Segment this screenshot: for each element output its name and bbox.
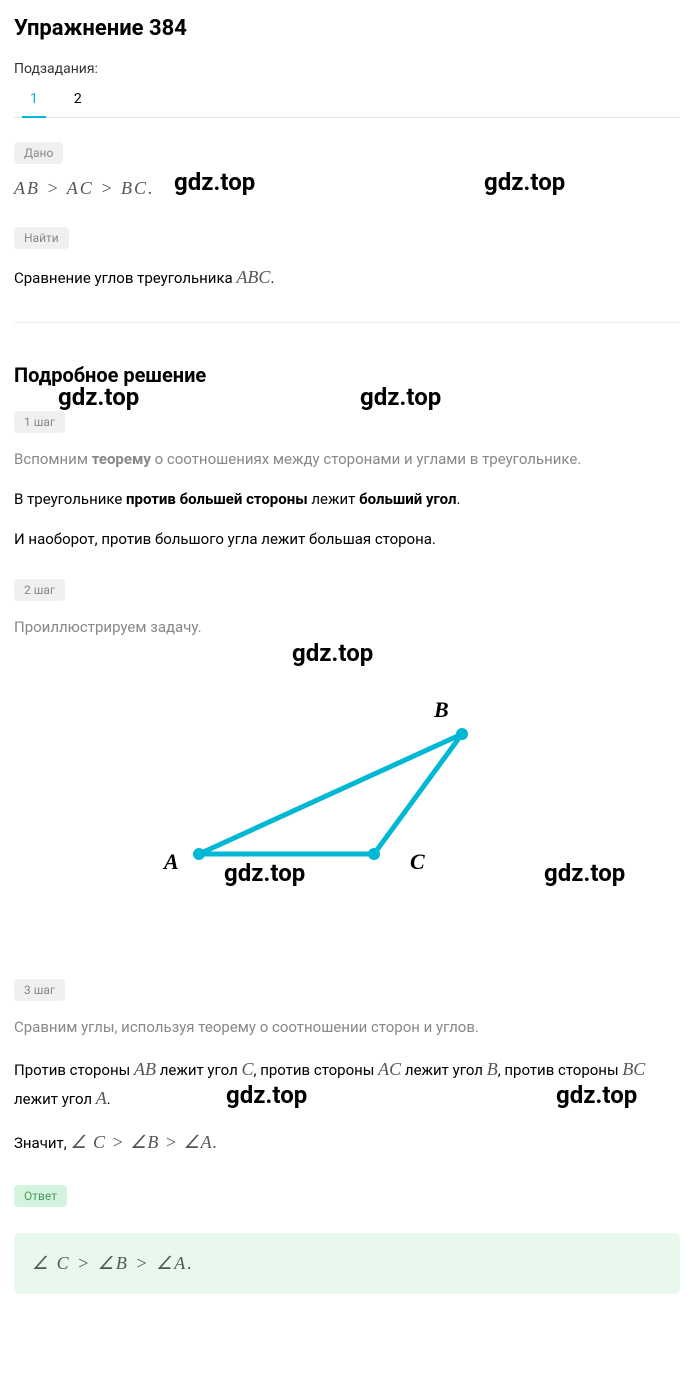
vertex-b [456, 728, 468, 740]
tab-1[interactable]: 1 [30, 91, 38, 117]
vertex-a [193, 848, 205, 860]
step-1-badge: 1 шаг [14, 411, 65, 433]
tabs-container: 1 2 [14, 91, 680, 118]
answer-section: Ответ ∠ C > ∠B > ∠A. [14, 1185, 680, 1294]
m: A [96, 1088, 107, 1108]
find-section: Найти Сравнение углов треугольника ABC. [14, 227, 680, 292]
find-math: ABC [236, 267, 270, 287]
find-prefix: Сравнение углов треугольника [14, 269, 236, 287]
t: против большей стороны [126, 490, 308, 508]
find-badge: Найти [14, 227, 69, 249]
step-3-line2: Против стороны AB лежит угол C, против с… [14, 1055, 680, 1113]
step-3: 3 шаг Сравним углы, используя теорему о … [14, 979, 680, 1157]
t: Против стороны [14, 1061, 134, 1079]
step-2-intro: Проиллюстрируем задачу. [14, 615, 680, 639]
watermark: gdz.top [360, 383, 441, 411]
t: больший угол [359, 490, 456, 508]
triangle-svg: A B C [14, 659, 694, 939]
step-1-intro: Вспомним теорему о соотношениях между ст… [14, 447, 680, 471]
answer-box: ∠ C > ∠B > ∠A. [14, 1233, 680, 1294]
subtasks-label: Подзадания: [14, 61, 680, 77]
step-3-badge: 3 шаг [14, 979, 65, 1001]
exercise-title: Упражнение 384 [14, 16, 680, 41]
step-1: 1 шаг Вспомним теорему о соотношениях ме… [14, 411, 680, 551]
find-text: Сравнение углов треугольника ABC. [14, 263, 680, 292]
step-1-line3: И наоборот, против большого угла лежит б… [14, 527, 680, 551]
divider [14, 322, 680, 323]
t: , против стороны [254, 1061, 379, 1079]
step-2: 2 шаг Проиллюстрируем задачу. gdz.top A … [14, 579, 680, 939]
conclusion-prefix: Значит, [14, 1134, 70, 1152]
t: Вспомним [14, 450, 92, 468]
t: . [457, 490, 461, 508]
find-suffix: . [270, 269, 274, 287]
t: лежит угол [401, 1061, 487, 1079]
t: лежит угол [156, 1061, 242, 1079]
solution-title: Подробное решение [14, 363, 680, 387]
label-b: B [433, 697, 449, 722]
t: В треугольнике [14, 490, 126, 508]
step-3-intro: Сравним углы, используя теорему о соотно… [14, 1015, 680, 1039]
t: лежит [308, 490, 359, 508]
t: теорему [92, 450, 151, 468]
m: AB [134, 1059, 156, 1079]
answer-badge: Ответ [14, 1185, 67, 1207]
t: , против стороны [498, 1061, 623, 1079]
t: лежит угол [14, 1090, 96, 1108]
label-c: C [410, 849, 425, 874]
step-3-conclusion: Значит, ∠ C > ∠B > ∠A. [14, 1128, 680, 1157]
step-1-line2: В треугольнике против большей стороны ле… [14, 487, 680, 511]
given-section: Дано gdz.top gdz.top AB > AC > BC. [14, 142, 680, 199]
m: C [242, 1059, 254, 1079]
t: . [107, 1090, 111, 1108]
solution-header-block: Подробное решение gdz.top gdz.top [14, 363, 680, 387]
step-2-badge: 2 шаг [14, 579, 65, 601]
given-expression: AB > AC > BC. [14, 178, 680, 199]
answer-math: ∠ C > ∠B > ∠A. [32, 1253, 194, 1273]
m: B [487, 1059, 498, 1079]
label-a: A [162, 849, 179, 874]
tab-2[interactable]: 2 [74, 91, 82, 117]
vertex-c [368, 848, 380, 860]
conclusion-math: ∠ C > ∠B > ∠A. [70, 1132, 218, 1152]
m: BC [622, 1059, 645, 1079]
m: AC [378, 1059, 401, 1079]
watermark: gdz.top [58, 383, 139, 411]
edge-ab [199, 734, 462, 854]
given-badge: Дано [14, 142, 63, 164]
t: о соотношениях между сторонами и углами … [151, 450, 581, 468]
triangle-diagram: A B C gdz.top gdz.top [14, 659, 680, 939]
